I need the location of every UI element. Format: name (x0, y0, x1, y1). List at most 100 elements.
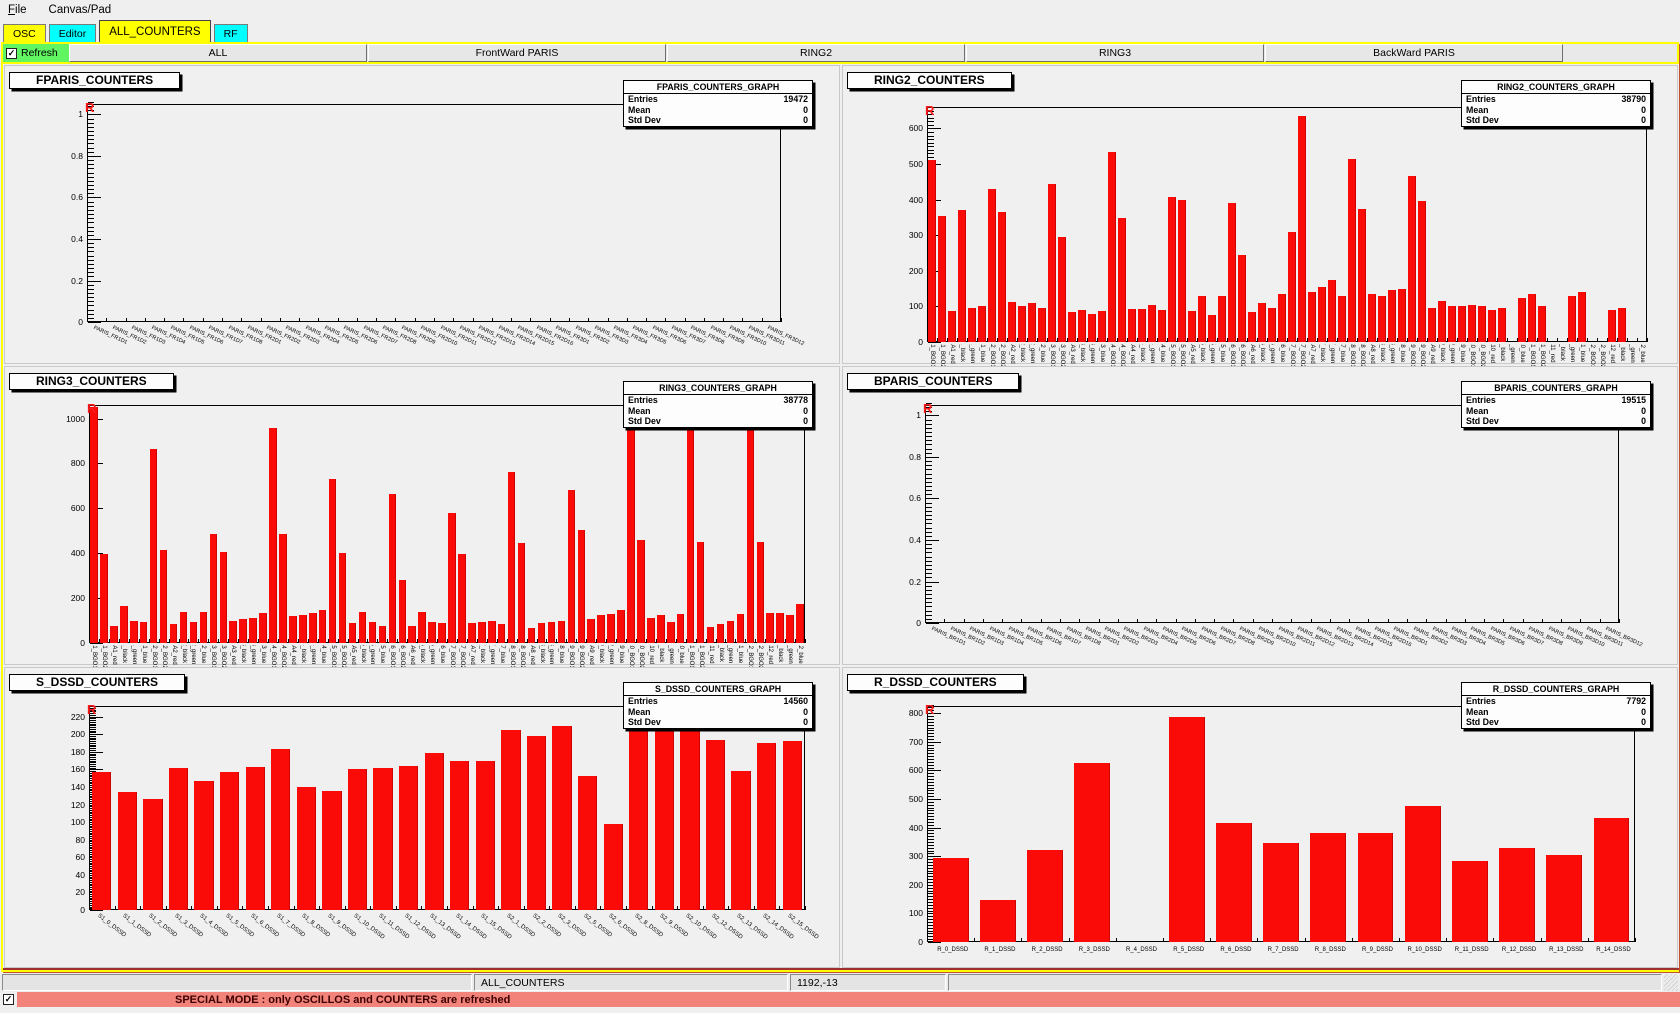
x-axis-label: 3A2_red (170, 645, 177, 665)
histogram-bar (1168, 196, 1176, 342)
x-bin-tick (1247, 338, 1248, 342)
y-axis-label: 0 (78, 317, 83, 327)
y-minor-tick (88, 222, 94, 224)
y-axis-label: 800 (908, 708, 923, 719)
histogram-bar (680, 721, 700, 910)
x-bin-tick (1417, 338, 1418, 342)
y-minor-tick (88, 185, 94, 186)
x-bin-tick (1137, 619, 1139, 623)
y-minor-tick (90, 707, 96, 709)
toolbar-button-ring2[interactable]: RING2 (667, 44, 965, 62)
x-bin-tick (735, 639, 737, 643)
y-minor-tick (928, 784, 934, 786)
tab-osc[interactable]: OSC (3, 24, 46, 42)
x-axis-label: 3A12_BGO1 (747, 645, 754, 668)
histogram-bar (259, 612, 267, 643)
x-bin-tick (98, 639, 100, 643)
y-minor-tick (926, 490, 932, 492)
x-bin-tick (437, 639, 439, 643)
x-axis-label: 3A10_green (667, 645, 674, 664)
y-minor-tick (928, 724, 934, 726)
x-axis-label: 2A8_black (1379, 344, 1385, 362)
stats-row: Std Dev 0 (1466, 717, 1646, 727)
x-bin-tick (144, 318, 146, 322)
x-axis-label: 2A6_black (1259, 344, 1265, 362)
pad-ring2-counters[interactable]: 0 100 200 300 400 500 600 2A1_BGO1 2A1_BGO2 2A1_r… (842, 65, 1678, 367)
y-minor-tick (88, 247, 94, 249)
y-minor-tick (90, 737, 96, 739)
x-bin-tick (89, 906, 90, 910)
y-minor-tick (926, 589, 932, 591)
toolbar-button-frontward-paris[interactable]: FrontWard PARIS (368, 44, 666, 62)
menu-item-canvaspad[interactable]: Canvas/Pad (48, 3, 112, 16)
x-bin-tick (221, 318, 223, 322)
x-axis-label: 2A6_BGO1 (1229, 344, 1235, 367)
x-axis-label: 3A2_BGO1 (150, 645, 157, 668)
refresh-checkbox[interactable]: ✓ (6, 47, 17, 59)
pad-title: R_DSSD_COUNTERS (847, 674, 1024, 691)
tab-rf[interactable]: RF (213, 24, 248, 42)
refresh-toggle[interactable]: ✓ Refresh (3, 44, 69, 62)
pad-ring3-counters[interactable]: 0 200 400 600 800 1000 3A1_BGO1 3A1_BGO2 3A1_red… (4, 366, 840, 668)
resize-grip[interactable] (1664, 974, 1678, 991)
histogram-bar (450, 760, 470, 910)
y-minor-tick (88, 189, 94, 191)
x-bin-tick (684, 318, 686, 322)
x-axis-label: 3A4_BGO1 (270, 645, 276, 668)
x-bin-tick (805, 906, 806, 910)
toolbar-button-ring3[interactable]: RING3 (966, 44, 1264, 62)
x-bin-tick (395, 906, 397, 910)
pad-bparis-counters[interactable]: 0 0.2 0.4 0.6 0.8 1 PARIS_BR1D1 PARIS_BR1D2 PARI… (842, 366, 1678, 665)
histogram-bar (1048, 183, 1056, 342)
y-minor-tick (88, 259, 94, 261)
y-minor-tick (88, 135, 94, 137)
x-bin-tick (1059, 619, 1061, 623)
tab-editor[interactable]: Editor (48, 24, 97, 42)
y-minor-tick (928, 790, 934, 792)
x-bin-tick (106, 318, 108, 322)
y-minor-tick (88, 268, 94, 269)
pad-title: BPARIS_COUNTERS (847, 373, 1020, 390)
histogram-bar (676, 613, 685, 643)
histogram-bar (1357, 833, 1394, 942)
y-minor-tick (928, 847, 934, 849)
y-minor-tick (928, 718, 934, 720)
histogram-bar (948, 310, 956, 342)
pad-s-dssd-counters[interactable]: 0 20 40 60 80 100 120 140 160 180 200 220 S1_0_DSSD S… (4, 667, 840, 968)
x-bin-tick (925, 619, 926, 623)
pad-fparis-counters[interactable]: 0 0.2 0.4 0.6 0.8 1 PARIS_FR1D1 PARIS_FR1D2 PARI… (4, 65, 840, 364)
x-bin-tick (549, 906, 551, 910)
x-bin-tick (1497, 338, 1498, 342)
y-major-tick (928, 942, 941, 943)
x-axis-label: 2A8_BGO1 (1349, 344, 1355, 367)
histogram-bar (1348, 158, 1356, 342)
x-bin-tick (1540, 938, 1542, 942)
x-axis-label: 2A5_black (1199, 344, 1205, 362)
tab-all_counters[interactable]: ALL_COUNTERS (99, 20, 211, 42)
y-minor-tick (928, 919, 934, 921)
pad-r-dssd-counters[interactable]: 0 100 200 300 400 500 600 700 800 R_0_DSSD R_1_DSS… (842, 667, 1678, 968)
histogram-bar (557, 620, 566, 643)
x-axis-label: 2A8_BGO2 (1359, 344, 1365, 367)
root-canvas[interactable]: 0 0.2 0.4 0.6 0.8 1 PARIS_FR1D1 PARIS_FR1D2 PARI… (3, 64, 1679, 970)
histogram-bar (90, 407, 98, 643)
x-axis-label: 3A1_green (130, 645, 137, 664)
y-minor-tick (90, 721, 96, 723)
x-axis-label: 3A9_black (598, 645, 605, 663)
x-bin-tick (140, 906, 142, 910)
y-minor-tick (928, 730, 934, 732)
x-bin-tick (742, 318, 744, 322)
menu-item-file[interactable]: File (8, 3, 27, 16)
x-axis-label: 2A10_BGO2 (1479, 344, 1485, 367)
x-axis-label: 2A3_BGO1 (1049, 344, 1055, 367)
toolbar-button-backward-paris[interactable]: BackWard PARIS (1265, 44, 1563, 62)
toolbar-button-all[interactable]: ALL (69, 44, 367, 62)
histogram-bar (189, 621, 198, 643)
x-axis-label: 2A2_blue (1039, 344, 1045, 363)
y-minor-tick (926, 432, 932, 433)
refresh-marker: R (85, 100, 95, 115)
y-axis-label: 0 (918, 337, 923, 347)
x-bin-tick (1257, 938, 1259, 942)
special-mode-checkbox[interactable]: ✓ (3, 994, 14, 1005)
y-minor-tick (90, 711, 96, 713)
